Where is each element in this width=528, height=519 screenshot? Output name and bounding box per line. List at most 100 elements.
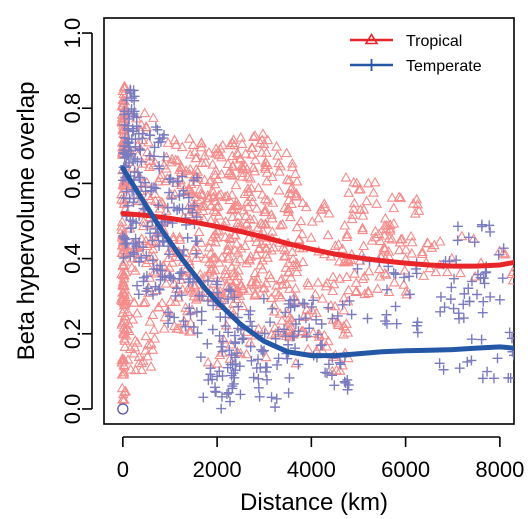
temperate-point [391, 318, 402, 329]
temperate-point [463, 232, 474, 243]
tropical-point [245, 172, 256, 183]
origin-point [117, 403, 129, 415]
temperate-point [164, 311, 175, 322]
tropical-point [231, 237, 243, 248]
temperate-point [253, 373, 264, 384]
tropical-point [156, 197, 168, 208]
tropical-point [347, 209, 359, 219]
temperate-point [124, 142, 135, 153]
temperate-point [446, 282, 457, 293]
tropical-point [203, 146, 215, 157]
tropical-point [301, 303, 313, 314]
tropical-point [343, 187, 355, 197]
legend-marker-tropical [364, 32, 379, 45]
temperate-point [435, 306, 446, 317]
tropical-point [160, 175, 171, 186]
temperate-point [390, 301, 401, 312]
tropical-point [232, 210, 244, 221]
tropical-point [341, 231, 353, 242]
tropical-point [379, 212, 391, 223]
temperate-point [223, 327, 234, 338]
temperate-point [453, 308, 464, 319]
tropical-point [222, 253, 234, 263]
tropical-point [260, 277, 272, 288]
temperate-point [253, 382, 264, 393]
plot-frame [103, 17, 515, 425]
temperate-point [185, 273, 196, 284]
temperate-point [485, 226, 496, 237]
tropical-point [116, 268, 128, 279]
tropical-point [409, 207, 421, 218]
tropical-point [208, 191, 220, 201]
temperate-point [267, 303, 278, 314]
tropical-point [369, 225, 381, 236]
temperate-point [229, 330, 240, 341]
legend-label-tropical: Tropical [406, 33, 462, 50]
temperate-point [439, 302, 450, 313]
tropical-point [421, 237, 433, 247]
temperate-point [148, 289, 159, 300]
tropical-point [454, 267, 466, 278]
temperate-point [459, 288, 470, 299]
temperate-point [120, 239, 131, 250]
temperate-point [220, 321, 231, 332]
tropical-point [261, 147, 272, 157]
tropical-point [118, 359, 130, 370]
tropical-point [406, 236, 418, 247]
tropical-point [203, 241, 215, 252]
tropical-point [320, 280, 332, 291]
tropical-point [456, 230, 468, 241]
tropical-point [220, 319, 232, 330]
tropical-point [235, 131, 247, 142]
temperate-point [412, 327, 423, 338]
tropical-point [218, 333, 230, 344]
tropical-point [160, 277, 172, 288]
tropical-point [388, 276, 400, 287]
tropical-point [142, 339, 154, 350]
tropical-point [237, 283, 248, 294]
tropical-point [322, 229, 334, 240]
tropical-point [170, 154, 182, 164]
temperate-point [323, 302, 334, 313]
tropical-point [248, 162, 259, 172]
tropical-point [128, 347, 140, 358]
temperate-point [174, 268, 185, 279]
tropical-point [207, 186, 219, 197]
tropical-point [318, 198, 330, 208]
temperate-point [449, 273, 460, 284]
tropical-point [328, 278, 340, 289]
tropical-point [207, 252, 218, 263]
temperate-point [293, 359, 304, 370]
tropical-point [216, 251, 228, 262]
tropical-point [252, 182, 264, 193]
tropical-point [227, 211, 239, 221]
tropical-point [118, 198, 130, 208]
temperate-point [188, 175, 199, 186]
tropical-point [371, 198, 383, 208]
temperate-point [228, 378, 239, 389]
temperate-point [404, 289, 415, 300]
temperate-point [227, 381, 238, 392]
tropical-point [416, 248, 428, 259]
temperate-point [188, 322, 199, 333]
tropical-point [138, 297, 150, 308]
temperate-point [121, 186, 132, 197]
temperate-point [342, 384, 353, 395]
tropical-point [373, 263, 385, 274]
tropical-point [278, 251, 290, 261]
tropical-point [331, 315, 343, 326]
temperate-point [125, 88, 136, 99]
tropical-point [286, 182, 298, 192]
tropical-point [124, 343, 136, 354]
tropical-point [171, 323, 183, 333]
tropical-point [183, 133, 195, 143]
tropical-point [170, 139, 182, 149]
tropical-point [336, 243, 348, 253]
tropical-point [210, 236, 221, 247]
tropical-point [184, 148, 196, 159]
tropical-point [227, 169, 239, 180]
tropical-point [242, 196, 254, 206]
tropical-point [256, 238, 267, 248]
legend: Tropical Temperate [350, 32, 482, 75]
tropical-point [346, 213, 358, 224]
